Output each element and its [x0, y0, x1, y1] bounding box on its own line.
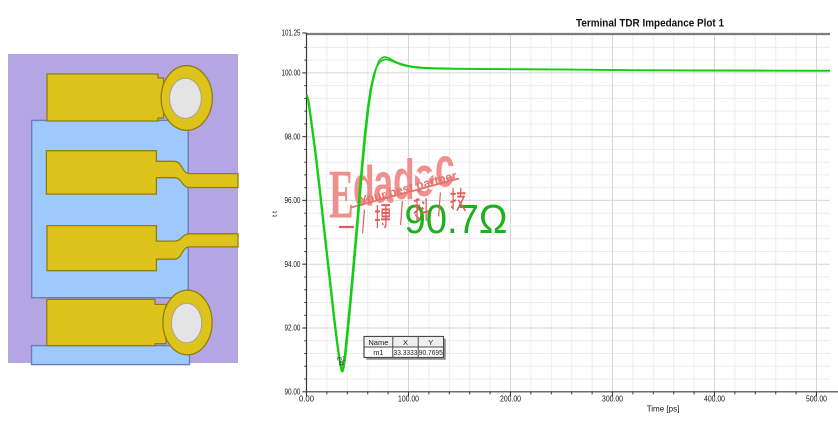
svg-text:300.00: 300.00: [602, 395, 623, 404]
svg-text:90.00: 90.00: [285, 388, 301, 397]
svg-text:96.00: 96.00: [285, 196, 301, 205]
svg-text:400.00: 400.00: [704, 395, 725, 404]
svg-text:Name: Name: [368, 338, 388, 347]
svg-text:33.3333: 33.3333: [394, 350, 418, 357]
svg-text:500.00: 500.00: [806, 395, 827, 404]
svg-text:d: d: [393, 149, 415, 213]
svg-text:94.00: 94.00: [285, 260, 301, 269]
svg-text:Y: Y: [428, 338, 433, 347]
svg-text:98.00: 98.00: [285, 132, 301, 141]
svg-text:t t: t t: [272, 211, 279, 217]
svg-text:0.00: 0.00: [299, 395, 315, 404]
svg-text:c: c: [435, 136, 455, 200]
svg-text:Time [ps]: Time [ps]: [647, 405, 680, 414]
svg-text:m1: m1: [337, 357, 346, 363]
svg-text:E: E: [329, 156, 354, 233]
svg-text:100.00: 100.00: [282, 69, 301, 78]
svg-text:X: X: [403, 338, 408, 347]
svg-text:100.00: 100.00: [398, 395, 419, 404]
svg-text:m1: m1: [373, 348, 383, 357]
svg-text:92.00: 92.00: [285, 324, 301, 333]
svg-text:200.00: 200.00: [500, 395, 521, 404]
svg-text:101.25: 101.25: [282, 29, 301, 38]
svg-text:90.7695: 90.7695: [419, 350, 443, 357]
svg-text:o: o: [414, 145, 436, 209]
svg-text:90.7Ω: 90.7Ω: [405, 196, 508, 242]
svg-text:d: d: [353, 155, 375, 219]
svg-text:Terminal TDR Impedance Plot 1: Terminal TDR Impedance Plot 1: [576, 18, 724, 30]
